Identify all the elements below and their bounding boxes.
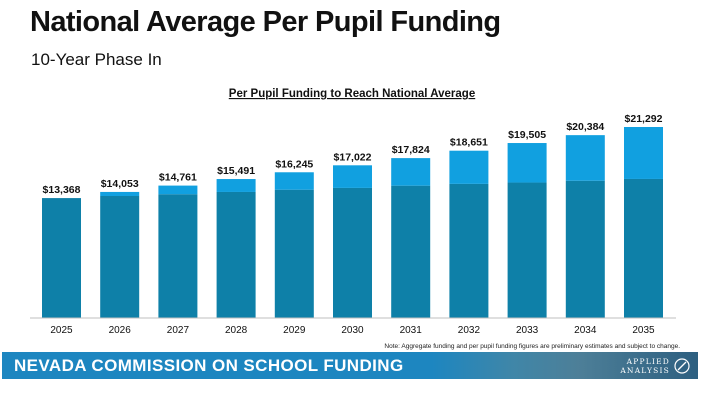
data-label-2025: $13,368 bbox=[43, 184, 81, 196]
bar-base-2031 bbox=[391, 185, 431, 318]
page-title: National Average Per Pupil Funding bbox=[30, 6, 501, 38]
bar-base-2025 bbox=[42, 198, 81, 318]
data-label-2027: $14,761 bbox=[159, 172, 197, 184]
x-tick-label-2034: 2034 bbox=[574, 325, 597, 336]
x-tick-label-2035: 2035 bbox=[632, 325, 655, 336]
footer-photo-band bbox=[432, 352, 698, 379]
bar-increase-2029 bbox=[274, 172, 314, 190]
data-label-2035: $21,292 bbox=[625, 113, 663, 125]
x-tick-label-2027: 2027 bbox=[167, 325, 190, 336]
logo-line-2: ANALYSIS bbox=[620, 365, 670, 375]
data-label-2032: $18,651 bbox=[450, 137, 488, 149]
chart-title: Per Pupil Funding to Reach National Aver… bbox=[229, 88, 475, 100]
bar-base-2026 bbox=[100, 196, 140, 318]
data-label-2034: $20,384 bbox=[566, 121, 604, 133]
data-label-2026: $14,053 bbox=[101, 178, 139, 190]
applied-analysis-logo: APPLIED ANALYSIS bbox=[620, 355, 690, 376]
chart: Per Pupil Funding to Reach National Aver… bbox=[30, 88, 676, 336]
data-label-2033: $19,505 bbox=[508, 129, 546, 141]
x-tick-label-2032: 2032 bbox=[458, 325, 481, 336]
x-tick-label-2031: 2031 bbox=[400, 325, 423, 336]
bar-increase-2034 bbox=[565, 135, 605, 181]
bar-base-2029 bbox=[274, 189, 314, 318]
x-tick-label-2028: 2028 bbox=[225, 325, 248, 336]
data-label-2031: $17,824 bbox=[392, 144, 430, 156]
bar-base-2032 bbox=[449, 183, 489, 318]
data-label-2028: $15,491 bbox=[217, 165, 255, 177]
bar-increase-2027 bbox=[158, 185, 198, 195]
x-tick-label-2026: 2026 bbox=[109, 325, 132, 336]
x-tick-label-2033: 2033 bbox=[516, 325, 539, 336]
bar-increase-2028 bbox=[216, 179, 256, 192]
bar-base-2027 bbox=[158, 194, 198, 318]
bar-base-2028 bbox=[216, 191, 256, 318]
x-tick-label-2030: 2030 bbox=[341, 325, 364, 336]
bar-increase-2030 bbox=[333, 165, 372, 188]
bar-base-2034 bbox=[565, 180, 605, 318]
footer-bar: NEVADA COMMISSION ON SCHOOL FUNDING APPL… bbox=[2, 352, 698, 379]
bar-base-2033 bbox=[507, 182, 547, 318]
data-label-2029: $16,245 bbox=[275, 158, 313, 170]
logo-line-1: APPLIED bbox=[626, 356, 670, 366]
bar-increase-2032 bbox=[449, 150, 489, 184]
logo-circle-icon bbox=[674, 357, 690, 374]
bar-base-2030 bbox=[333, 187, 372, 318]
footer-title: NEVADA COMMISSION ON SCHOOL FUNDING bbox=[14, 356, 404, 375]
bar-base-2035 bbox=[624, 178, 663, 318]
x-tick-label-2029: 2029 bbox=[283, 325, 306, 336]
x-tick-label-2025: 2025 bbox=[50, 325, 73, 336]
data-label-2030: $17,022 bbox=[334, 151, 372, 163]
bar-increase-2031 bbox=[391, 158, 431, 186]
bar-increase-2035 bbox=[624, 127, 663, 179]
bar-increase-2033 bbox=[507, 143, 547, 183]
footnote: Note: Aggregate funding and per pupil fu… bbox=[384, 343, 680, 350]
bar-increase-2026 bbox=[100, 191, 140, 197]
page-subtitle: 10-Year Phase In bbox=[31, 50, 162, 69]
